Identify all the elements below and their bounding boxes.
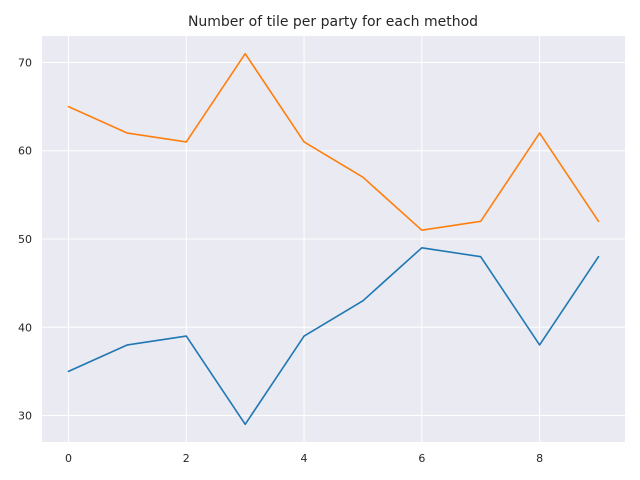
x-tick-label: 4 <box>301 452 308 465</box>
series-line-2 <box>67 52 600 231</box>
x-tick-label: 2 <box>183 452 190 465</box>
y-tick-label: 60 <box>18 145 32 158</box>
y-tick-label: 30 <box>18 410 32 423</box>
y-axis-ticks: 30 40 50 60 70 <box>18 56 32 422</box>
x-axis-ticks: 0 2 4 6 8 <box>65 452 543 465</box>
series-lines <box>67 52 600 426</box>
x-tick-label: 0 <box>65 452 72 465</box>
y-tick-label: 70 <box>18 56 32 69</box>
x-tick-label: 6 <box>418 452 425 465</box>
x-tick-label: 8 <box>536 452 543 465</box>
series-line-1 <box>67 247 600 426</box>
y-tick-label: 40 <box>18 321 32 334</box>
chart-title: Number of tile per party for each method <box>188 14 478 30</box>
y-tick-label: 50 <box>18 233 32 246</box>
